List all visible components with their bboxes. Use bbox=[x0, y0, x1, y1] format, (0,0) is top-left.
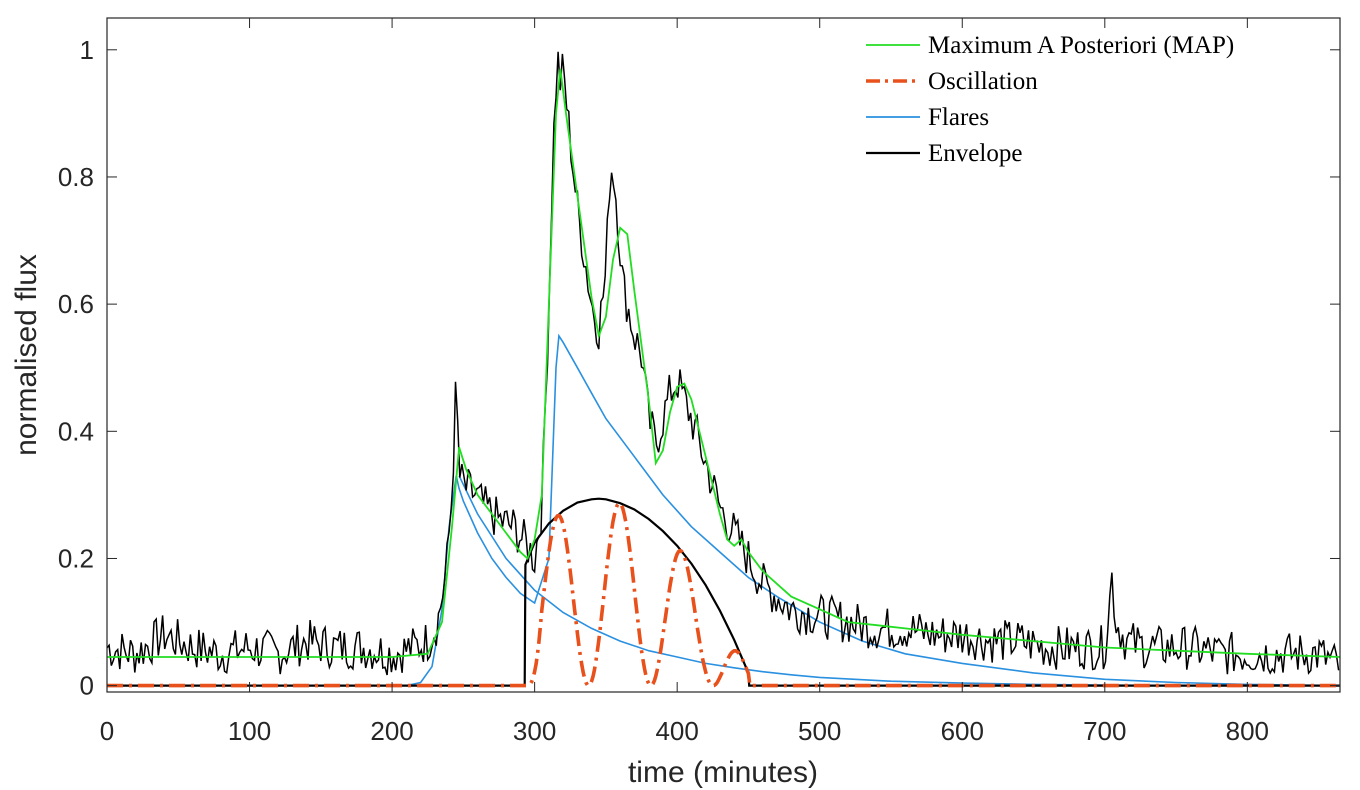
map-line bbox=[107, 68, 1340, 658]
x-tick-label: 100 bbox=[228, 716, 271, 746]
x-tick-label: 400 bbox=[655, 716, 698, 746]
x-tick-label: 0 bbox=[100, 716, 114, 746]
y-tick-label: 0 bbox=[80, 671, 94, 701]
x-tick-label: 200 bbox=[370, 716, 413, 746]
legend-label-osc: Oscillation bbox=[928, 68, 1038, 95]
x-axis-title: time (minutes) bbox=[628, 756, 818, 789]
y-tick-label: 0.2 bbox=[58, 543, 94, 573]
x-tick-label: 500 bbox=[798, 716, 841, 746]
envelope-line bbox=[107, 497, 1340, 687]
legend-label-map: Maximum A Posteriori (MAP) bbox=[928, 32, 1234, 59]
x-tick-label: 300 bbox=[513, 716, 556, 746]
legend-label-env: Envelope bbox=[928, 140, 1022, 167]
y-tick-label: 0.8 bbox=[58, 162, 94, 192]
x-tick-label: 800 bbox=[1226, 716, 1269, 746]
legend: Maximum A Posteriori (MAP) Oscillation Fla… bbox=[866, 32, 1234, 167]
y-axis-title: normalised flux bbox=[10, 254, 43, 456]
oscillation-line bbox=[107, 501, 1340, 688]
plot-background bbox=[107, 18, 1340, 692]
x-tick-label: 600 bbox=[941, 716, 984, 746]
x-tick-label: 700 bbox=[1083, 716, 1126, 746]
tick-layer: 0 100 200 300 400 500 600 700 800 0 0.2 0.4 0.6 0.8 1 bbox=[58, 18, 1340, 746]
legend-label-flares: Flares bbox=[928, 104, 989, 131]
plot-frame bbox=[106, 17, 1341, 693]
y-tick-label: 0.6 bbox=[58, 289, 94, 319]
y-tick-label: 0.4 bbox=[58, 416, 94, 446]
y-tick-label: 1 bbox=[80, 35, 94, 65]
series-layer bbox=[107, 51, 1340, 688]
data-line bbox=[107, 51, 1340, 676]
